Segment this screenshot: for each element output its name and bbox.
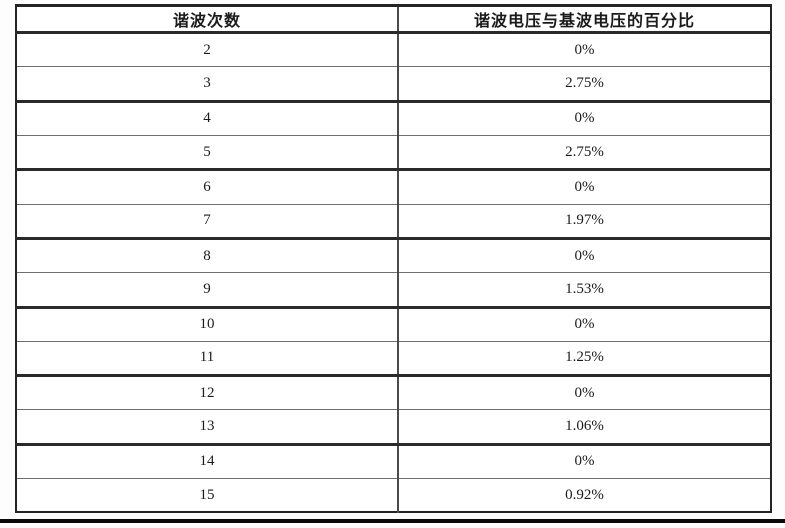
table-row: 3 2.75% <box>16 66 771 102</box>
percentage-cell: 0% <box>398 168 771 205</box>
percentage-cell: 0% <box>398 374 771 410</box>
table-row: 10 0% <box>16 305 771 342</box>
page-bottom-rule <box>0 519 785 523</box>
table-row: 12 0% <box>16 374 771 410</box>
percentage-cell: 1.25% <box>398 340 771 376</box>
percentage-cell: 1.53% <box>398 272 771 307</box>
header-voltage-percentage: 谐波电压与基波电压的百分比 <box>473 13 695 30</box>
harmonic-order-cell: 10 <box>16 305 399 342</box>
harmonic-order-cell: 2 <box>16 30 399 67</box>
percentage-cell: 0% <box>398 30 771 67</box>
harmonic-order-cell: 4 <box>16 99 399 136</box>
table-row: 15 0.92% <box>16 478 771 512</box>
table-body: 2 0% 3 2.75% 4 0% 5 2.75% 6 0% 7 1.97% 8… <box>16 30 771 512</box>
percentage-cell: 1.97% <box>398 203 771 239</box>
harmonics-table: 谐波次数 谐波电压与基波电压的百分比 2 0% 3 2.75% 4 0% 5 2… <box>15 4 772 513</box>
table-row: 6 0% <box>16 168 771 205</box>
harmonic-order-cell: 9 <box>16 272 399 307</box>
header-harmonic-order: 谐波次数 <box>16 5 399 33</box>
harmonic-order-cell: 11 <box>16 340 399 376</box>
harmonic-order-cell: 8 <box>16 236 399 273</box>
harmonic-order-cell: 12 <box>16 374 399 410</box>
percentage-cell: 2.75% <box>398 66 771 102</box>
harmonic-order-cell: 3 <box>16 66 399 102</box>
table-row: 11 1.25% <box>16 340 771 376</box>
percentage-cell: 0.92% <box>398 478 771 512</box>
harmonic-order-cell: 15 <box>16 478 399 512</box>
harmonic-order-cell: 5 <box>16 134 399 170</box>
table-row: 7 1.97% <box>16 203 771 239</box>
table-row: 14 0% <box>16 442 771 479</box>
harmonic-order-cell: 6 <box>16 168 399 205</box>
table-row: 13 1.06% <box>16 409 771 445</box>
harmonic-order-cell: 14 <box>16 442 399 479</box>
percentage-cell: 1.06% <box>398 409 771 445</box>
table-row: 4 0% <box>16 99 771 136</box>
harmonic-order-cell: 13 <box>16 409 399 445</box>
percentage-cell: 2.75% <box>398 134 771 170</box>
percentage-cell: 0% <box>398 236 771 273</box>
harmonic-order-cell: 7 <box>16 203 399 239</box>
percentage-cell: 0% <box>398 442 771 479</box>
table-row: 5 2.75% <box>16 134 771 170</box>
table-row: 9 1.53% <box>16 272 771 307</box>
percentage-cell: 0% <box>398 99 771 136</box>
table-row: 2 0% <box>16 30 771 67</box>
table-row: 8 0% <box>16 236 771 273</box>
table-header-row: 谐波次数 谐波电压与基波电压的百分比 <box>16 5 771 33</box>
percentage-cell: 0% <box>398 305 771 342</box>
